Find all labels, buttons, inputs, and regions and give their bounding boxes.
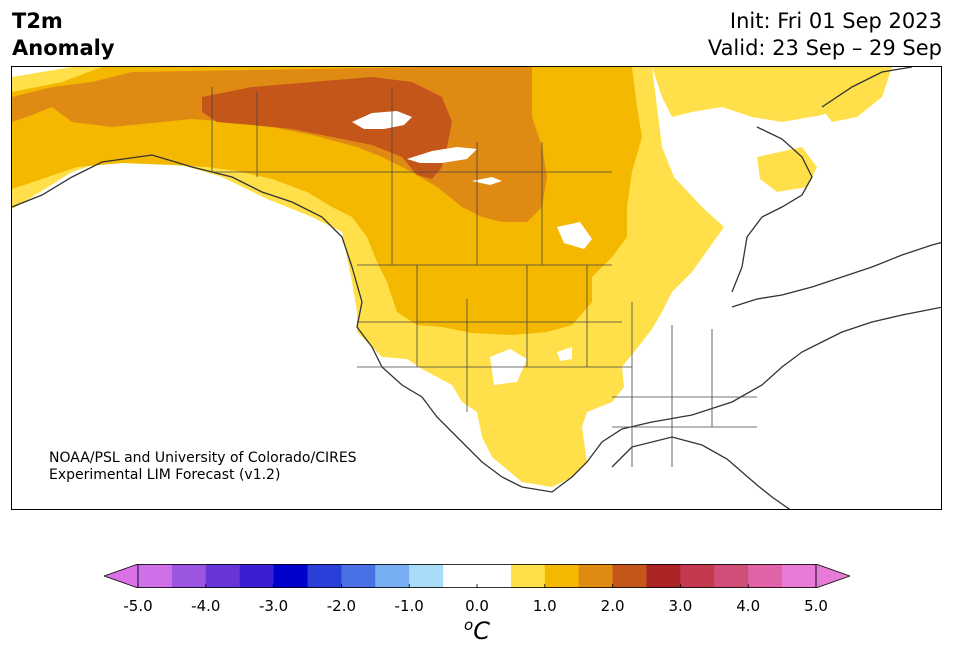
title-line-1: T2m [12, 9, 63, 33]
lake-blob-3 [472, 177, 502, 185]
init-date: Init: Fri 01 Sep 2023 [729, 9, 942, 33]
anomaly-region-greenland [812, 67, 892, 122]
unit-base: C [473, 617, 490, 645]
colorbar-segment [578, 564, 614, 588]
colorbar-tick-label: 1.0 [532, 597, 557, 615]
colorbar-tick-label: -4.0 [191, 597, 221, 615]
lake-blob-2 [407, 147, 477, 163]
colorbar-segment [273, 564, 308, 588]
colorbar-segment [748, 564, 783, 588]
colorbar-tick-label: 0.0 [465, 597, 489, 615]
colorbar-tick-label: -3.0 [258, 597, 289, 615]
colorbar-segment [138, 564, 173, 588]
colorbar-under-arrow [104, 564, 139, 588]
colorbar-tick-label: 4.0 [736, 597, 761, 615]
colorbar-segment [375, 564, 410, 588]
political-borders [211, 87, 757, 467]
colorbar-segment [646, 564, 681, 588]
colorbar-segment [680, 564, 715, 588]
credit-line-1: NOAA/PSL and University of Colorado/CIRE… [49, 450, 357, 466]
title-line-2: Anomaly [12, 36, 115, 60]
anomaly-map [12, 67, 941, 509]
colorbar-tick-label: 3.0 [668, 597, 693, 615]
unit-degree: o [464, 616, 474, 634]
unit-label: oC [464, 616, 490, 645]
colorbar-segment [714, 564, 749, 588]
valid-date: Valid: 23 Sep – 29 Sep [707, 36, 942, 60]
map-panel [11, 66, 942, 510]
colorbar-segment [782, 564, 817, 588]
colorbar-tick-label: 2.0 [600, 597, 625, 615]
colorbar-tick-label: -5.0 [123, 597, 153, 615]
colorbar-segment [239, 564, 275, 588]
colorbar-tick-label: -2.0 [326, 597, 357, 615]
lake-blob-1 [352, 111, 412, 129]
colorbar-tick-label: 5.0 [804, 597, 828, 615]
colorbar-segment [171, 564, 207, 588]
colorbar-segment [341, 564, 376, 588]
colorbar-segment [205, 564, 241, 588]
colorbar-segment [510, 564, 546, 588]
white-patch-ne-us [557, 347, 572, 361]
anomaly-region-2p0 [202, 77, 452, 179]
lake-blob-4 [557, 222, 592, 249]
credit-line-2: Experimental LIM Forecast (v1.2) [49, 467, 281, 483]
credit-block: NOAA/PSL and University of Colorado/CIRE… [49, 450, 357, 484]
date-block: Init: Fri 01 Sep 2023 Valid: 23 Sep – 29… [708, 8, 942, 62]
colorbar-segment [477, 564, 512, 588]
colorbar-segment [409, 564, 444, 588]
colorbar [104, 564, 850, 588]
title-block: T2m Anomaly [12, 8, 115, 62]
colorbar-over-arrow [815, 564, 850, 588]
colorbar-tick-label: -1.0 [394, 597, 424, 615]
coastlines [12, 67, 941, 509]
colorbar-segment [443, 564, 478, 588]
colorbar-segment [612, 564, 647, 588]
colorbar-segment [307, 564, 342, 588]
colorbar-segment [544, 564, 580, 588]
